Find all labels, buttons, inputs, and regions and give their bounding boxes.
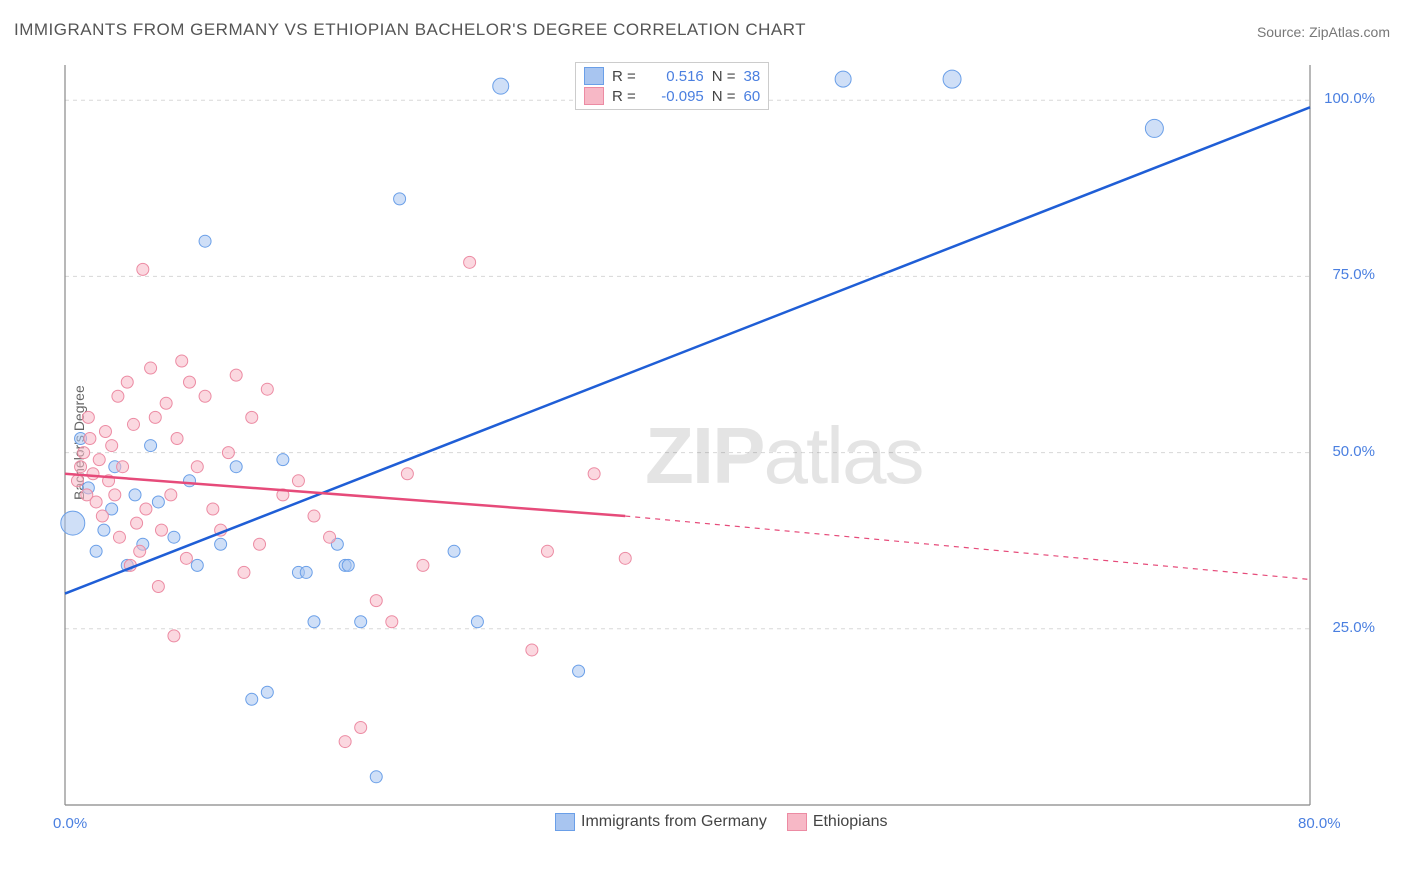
n-label: N = (712, 68, 736, 85)
legend-item-germany: Immigrants from Germany (555, 813, 767, 831)
series-legend: Immigrants from Germany Ethiopians (555, 813, 888, 831)
x-tick-label: 80.0% (1298, 815, 1341, 832)
scatter-plot (55, 60, 1355, 835)
n-value: 38 (744, 68, 761, 85)
n-label: N = (712, 88, 736, 105)
r-label: R = (612, 88, 636, 105)
x-tick-label: 0.0% (53, 815, 87, 832)
n-value: 60 (744, 88, 761, 105)
legend-swatch-ethiopians (787, 813, 807, 831)
legend-label: Immigrants from Germany (581, 813, 767, 831)
legend-label: Ethiopians (813, 813, 888, 831)
legend-item-ethiopians: Ethiopians (787, 813, 888, 831)
legend-swatch-germany (555, 813, 575, 831)
source-attribution: Source: ZipAtlas.com (1257, 24, 1390, 40)
y-tick-label: 100.0% (1315, 90, 1375, 107)
correlation-row-germany: R = 0.516 N = 38 (584, 67, 760, 85)
y-tick-label: 75.0% (1315, 266, 1375, 283)
r-label: R = (612, 68, 636, 85)
correlation-row-ethiopians: R = -0.095 N = 60 (584, 87, 760, 105)
chart-title: IMMIGRANTS FROM GERMANY VS ETHIOPIAN BAC… (14, 20, 806, 40)
legend-swatch-germany (584, 67, 604, 85)
legend-swatch-ethiopians (584, 87, 604, 105)
chart-area: Bachelor's Degree ZIPatlas R = 0.516 N =… (55, 60, 1355, 835)
correlation-legend: R = 0.516 N = 38 R = -0.095 N = 60 (575, 62, 769, 110)
r-value: 0.516 (644, 68, 704, 85)
r-value: -0.095 (644, 88, 704, 105)
y-tick-label: 25.0% (1315, 619, 1375, 636)
y-tick-label: 50.0% (1315, 443, 1375, 460)
